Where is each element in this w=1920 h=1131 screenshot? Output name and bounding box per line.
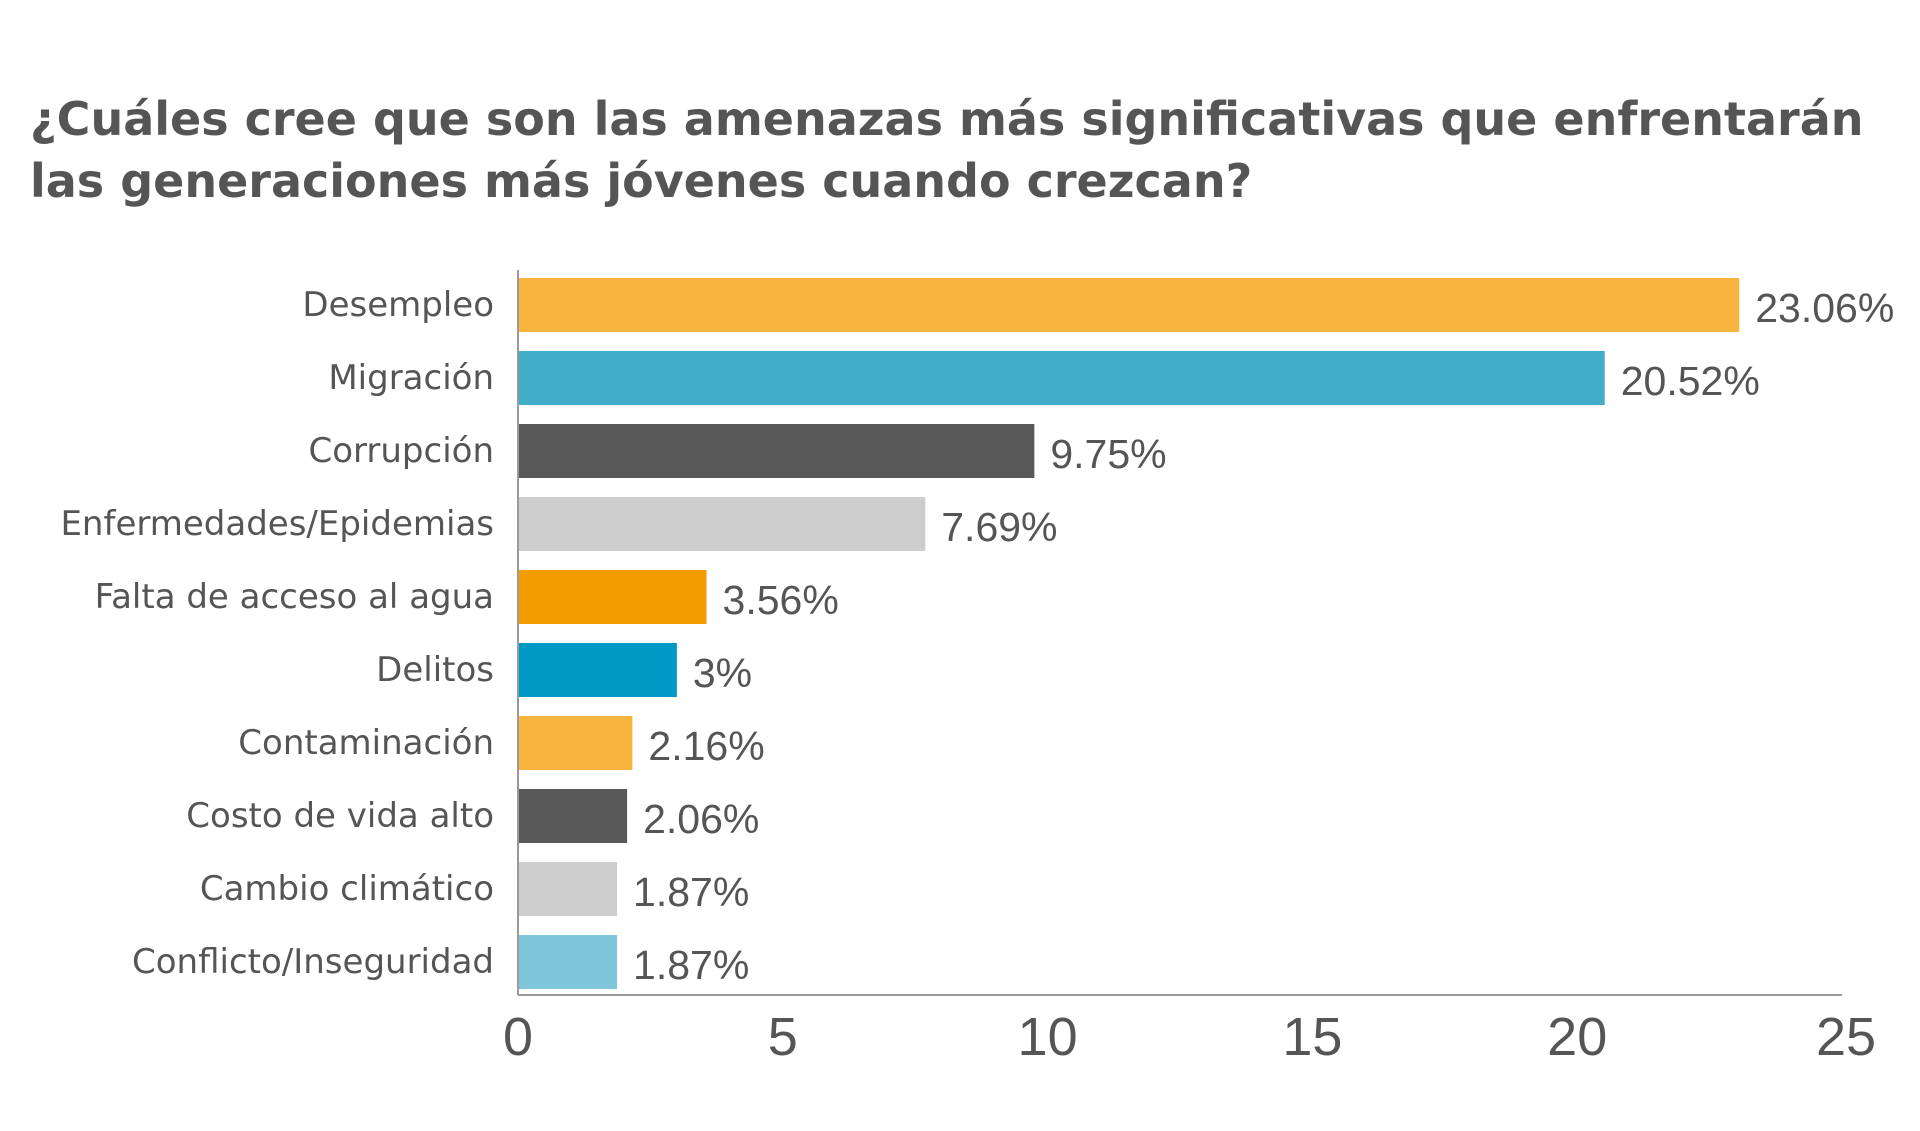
x-tick-label: 5 (768, 1007, 798, 1067)
bar-0 (518, 278, 1740, 332)
x-tick-label: 10 (1018, 1007, 1078, 1067)
category-label: Falta de acceso al agua (95, 577, 494, 617)
value-label: 23.06% (1755, 285, 1894, 331)
value-label: 9.75% (1050, 431, 1166, 477)
value-label: 2.16% (648, 723, 764, 769)
bar-8 (518, 862, 618, 916)
category-label: Cambio climático (200, 869, 494, 909)
x-tick-label: 0 (503, 1007, 533, 1067)
chart-title: ¿Cuáles cree que son las amenazas más si… (30, 92, 1864, 208)
bars-layer (518, 278, 1740, 989)
bar-9 (518, 935, 618, 989)
bar-5 (518, 643, 677, 697)
x-tick-label: 25 (1816, 1007, 1876, 1067)
category-label: Corrupción (308, 431, 494, 471)
x-tick-label: 15 (1282, 1007, 1342, 1067)
value-label: 20.52% (1621, 358, 1760, 404)
category-label: Contaminación (238, 723, 494, 763)
category-label: Migración (328, 358, 494, 398)
value-label: 1.87% (633, 869, 749, 915)
x-tick-label: 20 (1547, 1007, 1607, 1067)
value-label: 3.56% (723, 577, 839, 623)
category-labels: Desempleo Migración Corrupción Enfermedades… (60, 285, 494, 982)
value-label: 1.87% (633, 942, 749, 988)
category-label: Costo de vida alto (186, 796, 494, 836)
bar-1 (518, 351, 1605, 405)
x-axis-ticks: 0 5 10 15 20 25 (503, 1007, 1876, 1067)
bar-4 (518, 570, 707, 624)
category-label: Desempleo (302, 285, 494, 325)
bar-7 (518, 789, 628, 843)
category-label: Delitos (376, 650, 494, 690)
bar-2 (518, 424, 1035, 478)
category-label: Conflicto/Inseguridad (132, 942, 494, 982)
value-label: 2.06% (643, 796, 759, 842)
category-label: Enfermedades/Epidemias (60, 504, 494, 544)
value-label: 7.69% (941, 504, 1057, 550)
bar-6 (518, 716, 633, 770)
value-label: 3% (693, 650, 752, 696)
bar-3 (518, 497, 926, 551)
value-labels: 23.06% 20.52% 9.75% 7.69% 3.56% 3% 2.16% 2.06% 1… (633, 285, 1894, 988)
